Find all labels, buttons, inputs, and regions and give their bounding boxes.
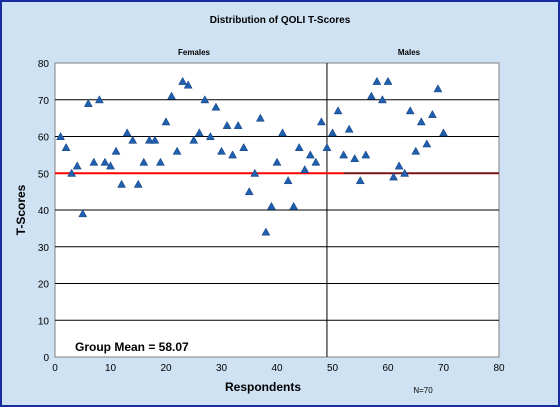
data-point: [89, 157, 99, 166]
group-mean-label: Group Mean = 58.07: [75, 340, 189, 354]
data-point: [228, 150, 238, 159]
data-point: [422, 139, 432, 148]
data-point: [67, 168, 77, 177]
data-point: [222, 120, 232, 129]
data-point: [56, 131, 65, 140]
data-point: [172, 146, 182, 155]
x-tick-label: 30: [216, 363, 228, 374]
data-point: [361, 150, 371, 159]
data-points: [56, 76, 448, 236]
data-point: [72, 161, 82, 170]
data-point: [294, 143, 304, 151]
data-point: [128, 135, 138, 144]
data-point: [189, 135, 199, 144]
y-axis-label: T-Scores: [14, 184, 28, 235]
group-label-females: Females: [178, 48, 211, 57]
data-point: [350, 154, 360, 162]
y-tick-label: 40: [38, 206, 50, 217]
y-tick-label: 0: [43, 353, 49, 364]
data-point: [344, 124, 354, 133]
data-point: [183, 80, 193, 89]
data-point: [167, 91, 176, 100]
data-point: [150, 135, 160, 144]
x-tick-label: 40: [271, 363, 283, 374]
data-point: [427, 109, 437, 118]
chart-title: Distribution of QOLI T-Scores: [210, 15, 351, 26]
data-point: [94, 95, 104, 104]
data-point: [267, 201, 276, 210]
data-point: [416, 117, 426, 126]
data-point: [217, 146, 226, 155]
data-point: [272, 157, 282, 166]
data-point: [300, 165, 310, 174]
data-point: [161, 117, 171, 126]
x-tick-label: 20: [160, 363, 172, 374]
data-point: [239, 143, 249, 151]
x-tick-label: 10: [105, 363, 117, 374]
data-point: [433, 84, 443, 93]
data-point: [311, 157, 321, 166]
data-point: [400, 168, 410, 177]
y-tick-label: 70: [38, 96, 50, 107]
data-point: [144, 135, 154, 144]
sample-size-note: N=70: [413, 386, 433, 395]
x-tick-label: 50: [327, 363, 339, 374]
x-tick-label: 60: [382, 363, 394, 374]
data-point: [439, 128, 448, 137]
data-point: [305, 150, 315, 159]
data-point: [389, 172, 398, 181]
data-point: [200, 95, 210, 104]
group-label-males: Males: [398, 48, 421, 57]
data-point: [61, 143, 71, 151]
y-tick-labels: 0 10 20 30 40 50 60 70 80: [38, 59, 50, 364]
x-tick-label: 80: [493, 363, 505, 374]
data-point: [78, 209, 88, 218]
data-point: [205, 131, 215, 140]
data-point: [322, 143, 332, 151]
data-point: [394, 161, 404, 170]
data-point: [383, 76, 393, 85]
data-point: [261, 227, 271, 236]
data-point: [139, 157, 149, 166]
y-tick-label: 20: [38, 280, 50, 291]
data-point: [378, 95, 387, 104]
data-point: [250, 168, 260, 177]
data-point: [100, 157, 110, 166]
data-point: [283, 176, 293, 185]
y-tick-label: 10: [38, 316, 50, 327]
data-point: [411, 146, 421, 155]
data-point: [366, 91, 376, 100]
y-tick-label: 80: [38, 59, 50, 70]
data-point: [333, 106, 343, 115]
data-point: [289, 201, 299, 210]
data-point: [233, 120, 243, 129]
x-axis-label: Respondents: [225, 380, 301, 394]
data-point: [106, 161, 115, 170]
data-point: [355, 176, 365, 185]
data-point: [194, 128, 204, 137]
data-point: [83, 98, 93, 107]
y-tick-label: 30: [38, 243, 50, 254]
data-point: [255, 113, 265, 122]
x-tick-label: 70: [438, 363, 450, 374]
x-tick-labels: 0 10 20 30 40 50 60 70 80: [52, 363, 505, 374]
y-tick-label: 60: [38, 133, 50, 144]
data-point: [111, 146, 121, 155]
data-point: [178, 76, 188, 85]
x-tick-label: 0: [52, 363, 58, 374]
data-point: [339, 150, 349, 159]
data-point: [372, 76, 382, 85]
data-point: [117, 179, 127, 188]
data-point: [278, 128, 287, 137]
data-point: [316, 117, 326, 126]
data-point: [133, 179, 143, 188]
data-point: [405, 106, 415, 115]
data-point: [244, 187, 254, 196]
data-point: [156, 157, 165, 166]
data-point: [122, 128, 132, 137]
y-tick-label: 50: [38, 169, 50, 180]
data-point: [211, 102, 221, 111]
data-point: [328, 128, 337, 137]
